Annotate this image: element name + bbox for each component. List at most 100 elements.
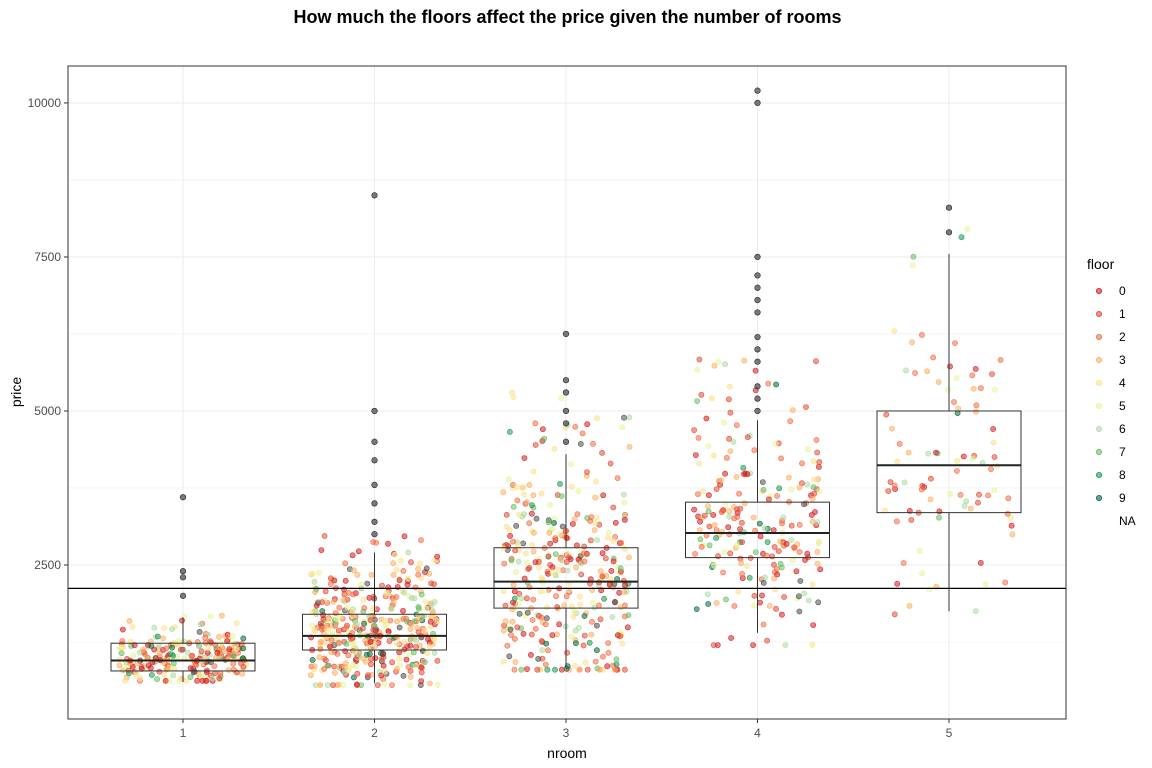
data-point: [162, 677, 169, 684]
data-point: [350, 674, 357, 681]
data-point: [211, 663, 218, 669]
data-point: [547, 540, 554, 547]
data-point: [1008, 522, 1015, 529]
data-point: [901, 479, 908, 486]
data-point: [176, 677, 183, 684]
data-point: [957, 491, 964, 498]
data-point: [151, 624, 158, 631]
data-point: [982, 581, 989, 587]
data-point: [626, 443, 633, 450]
data-point: [721, 419, 728, 426]
data-point: [713, 486, 720, 492]
data-point: [194, 677, 200, 684]
data-point: [774, 493, 780, 499]
data-point: [354, 571, 361, 578]
data-point: [619, 640, 626, 647]
data-point: [549, 632, 556, 639]
data-point: [709, 395, 715, 402]
data-point: [353, 681, 360, 688]
data-point: [705, 443, 712, 449]
data-point: [695, 434, 702, 441]
data-point: [324, 662, 331, 669]
data-point: [788, 537, 795, 543]
data-point: [718, 509, 725, 515]
data-point: [524, 609, 531, 616]
data-point: [547, 501, 553, 508]
data-point: [575, 488, 582, 495]
data-point: [516, 511, 523, 518]
data-point: [331, 663, 338, 670]
data-point: [571, 607, 578, 614]
data-point: [407, 626, 414, 632]
data-point: [801, 501, 807, 508]
data-point: [423, 565, 430, 572]
data-point: [511, 636, 518, 642]
legend-key: [1096, 402, 1103, 409]
data-point: [539, 647, 546, 653]
data-point: [625, 612, 632, 618]
data-point: [354, 670, 361, 677]
data-point: [390, 598, 397, 605]
data-point: [889, 425, 895, 432]
data-point: [814, 449, 821, 456]
outlier-point: [562, 389, 570, 396]
data-point: [785, 474, 792, 481]
data-point: [592, 658, 599, 665]
data-point: [130, 652, 137, 659]
data-point: [524, 666, 530, 672]
data-point: [208, 639, 214, 646]
data-point: [954, 468, 960, 474]
data-point: [756, 520, 763, 527]
data-point: [765, 380, 772, 387]
data-point: [992, 386, 998, 393]
data-point: [568, 483, 575, 490]
data-point: [605, 529, 612, 536]
data-point: [621, 414, 627, 421]
data-point: [621, 499, 628, 506]
data-point: [552, 666, 558, 673]
data-point: [779, 611, 785, 618]
data-point: [349, 608, 356, 614]
data-point: [618, 604, 624, 610]
data-point: [514, 624, 521, 631]
data-point: [802, 557, 808, 563]
data-point: [964, 226, 971, 232]
outlier-point: [562, 438, 570, 445]
data-point: [184, 649, 191, 656]
data-point: [154, 633, 161, 640]
data-point: [759, 479, 766, 485]
data-point: [307, 672, 314, 679]
data-point: [177, 646, 184, 653]
data-point: [553, 593, 559, 600]
data-point: [415, 604, 422, 610]
outlier-point: [371, 407, 378, 415]
data-point: [418, 678, 425, 684]
data-point: [188, 653, 195, 660]
data-point: [726, 435, 732, 442]
data-point: [198, 648, 205, 655]
data-point: [403, 656, 410, 663]
data-point: [197, 621, 204, 628]
legend-label: 1: [1119, 307, 1126, 321]
data-point: [574, 511, 581, 518]
data-point: [508, 557, 515, 564]
data-point: [138, 666, 145, 672]
data-point: [997, 357, 1004, 363]
data-point: [418, 575, 425, 582]
data-point: [311, 578, 318, 585]
data-point: [368, 655, 374, 662]
data-point: [169, 626, 175, 632]
data-point: [552, 551, 559, 557]
data-point: [418, 664, 424, 671]
data-point: [224, 631, 231, 638]
data-point: [524, 560, 531, 566]
data-point: [216, 675, 223, 682]
data-point: [570, 521, 576, 527]
data-point: [958, 234, 965, 241]
data-point: [752, 367, 759, 374]
data-point: [891, 328, 898, 334]
data-point: [572, 627, 579, 634]
outlier-point: [754, 358, 761, 365]
data-point: [321, 533, 328, 539]
data-point: [510, 394, 517, 400]
